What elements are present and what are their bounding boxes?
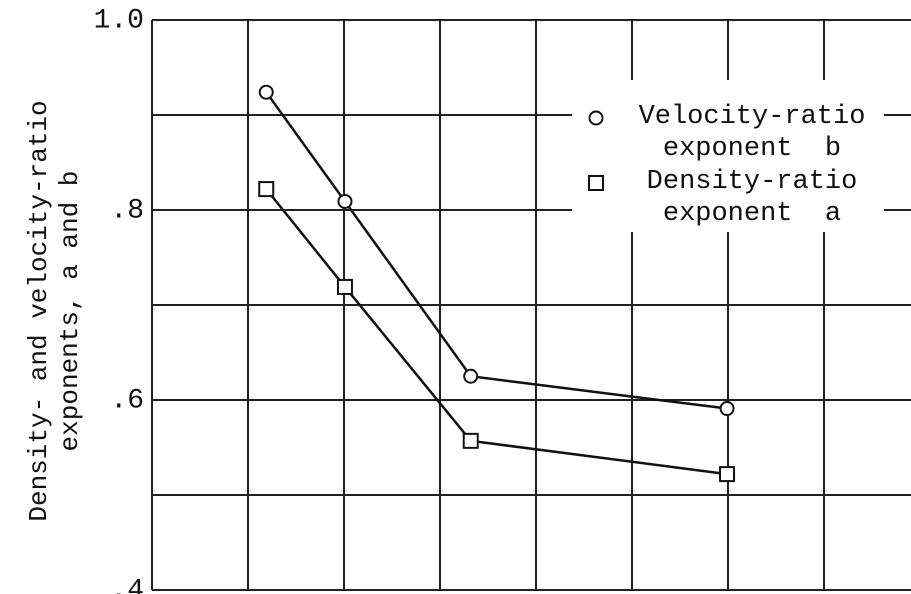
- legend-marker: [588, 110, 604, 126]
- legend-entry: Velocity-ratio exponent b: [638, 102, 882, 164]
- data-point: [719, 401, 735, 417]
- legend-background: [572, 80, 884, 232]
- data-point: [463, 368, 479, 384]
- data-point: [337, 193, 353, 209]
- y-axis-label: Density- and velocity-ratio exponents, a…: [24, 100, 85, 522]
- legend-entry: Density-ratio exponent a: [646, 167, 874, 229]
- series-line: [265, 91, 728, 410]
- data-point: [258, 181, 275, 198]
- y-tick-label: 1.0: [94, 5, 144, 36]
- y-tick-label: .8: [110, 195, 144, 226]
- y-tick-label: .6: [110, 385, 144, 416]
- y-tick-label: .4: [110, 575, 144, 594]
- legend-marker: [588, 175, 604, 191]
- series-line: [265, 188, 728, 476]
- data-point: [336, 278, 353, 295]
- data-point: [719, 466, 736, 483]
- data-point: [462, 432, 479, 449]
- data-point: [258, 84, 274, 100]
